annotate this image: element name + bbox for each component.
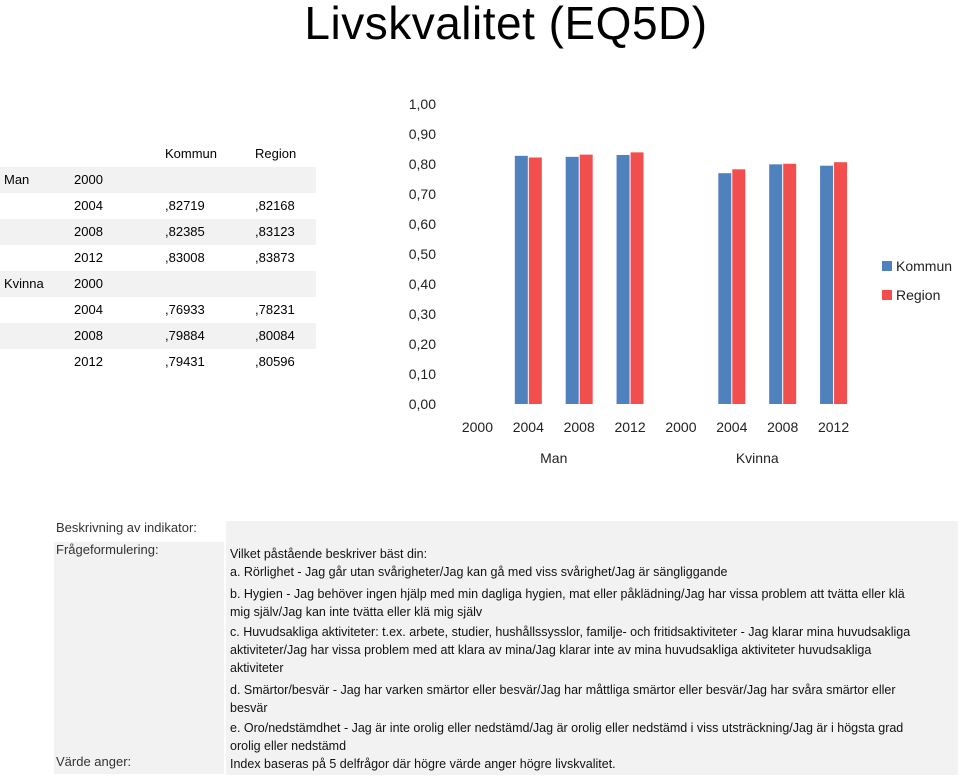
bar-region: [834, 162, 848, 404]
y-tick-label: 0,90: [409, 126, 436, 142]
table-row: 2008 ,79884 ,80084: [0, 323, 316, 349]
row-group: Kvinna: [4, 276, 44, 291]
description-line: d. Smärtor/besvär - Jag har varken smärt…: [230, 683, 896, 697]
description-line: b. Hygien - Jag behöver ingen hjälp med …: [230, 587, 905, 601]
varde-text: Index baseras på 5 delfrågor där högre v…: [230, 757, 616, 771]
label-varde: Värde anger:: [56, 754, 132, 769]
bar-region: [783, 163, 797, 404]
row-region: ,83123: [255, 224, 295, 239]
row-year: 2004: [74, 302, 103, 317]
table-row: Kvinna 2000: [0, 271, 316, 297]
bar-region: [630, 152, 644, 404]
row-year: 2004: [74, 198, 103, 213]
x-tick-label: 2004: [513, 419, 544, 435]
bar-kommun: [514, 155, 528, 404]
row-group: Man: [4, 172, 30, 187]
bar-kommun: [769, 164, 783, 404]
y-tick-label: 0,40: [409, 276, 436, 292]
description-text-box: Vilket påstående beskriver bäst din: a. R…: [226, 521, 958, 775]
x-tick-label: 2004: [716, 419, 747, 435]
row-year: 2000: [74, 276, 103, 291]
legend-label: Kommun: [896, 258, 952, 274]
x-group-label: Man: [540, 450, 567, 466]
row-kommun: ,79431: [165, 354, 205, 369]
bar-kommun: [565, 156, 579, 404]
description-line: aktiviteter/Jag har vissa problem med at…: [230, 643, 872, 657]
y-tick-label: 0,70: [409, 186, 436, 202]
y-tick-label: 0,80: [409, 156, 436, 172]
x-tick-label: 2012: [614, 419, 645, 435]
row-region: ,80596: [255, 354, 295, 369]
y-tick-label: 0,20: [409, 336, 436, 352]
y-tick-label: 0,00: [409, 396, 436, 412]
header-region: Region: [255, 146, 297, 161]
label-beskrivning: Beskrivning av indikator:: [56, 520, 197, 535]
row-kommun: ,82719: [165, 198, 205, 213]
description-line: mig själv/Jag kan inte tvätta eller klä …: [230, 605, 483, 619]
x-group-label: Kvinna: [736, 450, 779, 466]
table-row: 2004 ,76933 ,78231: [0, 297, 316, 323]
legend-swatch: [882, 290, 892, 300]
legend-swatch: [882, 261, 892, 271]
row-year: 2012: [74, 250, 103, 265]
bar-region: [528, 157, 542, 404]
table-row: 2008 ,82385 ,83123: [0, 219, 316, 245]
label-fraga: Frågeformulering:: [56, 542, 159, 557]
page-title: Livskvalitet (EQ5D): [304, 0, 708, 49]
row-kommun: ,76933: [165, 302, 205, 317]
bar-region: [579, 154, 593, 404]
table-row: 2004 ,82719 ,82168: [0, 193, 316, 219]
row-region: ,80084: [255, 328, 295, 343]
x-tick-label: 2008: [564, 419, 595, 435]
bar-kommun: [616, 154, 630, 404]
row-region: ,78231: [255, 302, 295, 317]
row-kommun: ,82385: [165, 224, 205, 239]
y-tick-label: 0,50: [409, 246, 436, 262]
description-line: a. Rörlighet - Jag går utan svårigheter/…: [230, 565, 728, 579]
y-tick-label: 0,10: [409, 366, 436, 382]
row-kommun: ,79884: [165, 328, 205, 343]
description-line: besvär: [230, 701, 268, 715]
data-table: Kommun Region Man 2000 2004,82719,82168 200…: [0, 141, 316, 375]
table-header-row: Kommun Region: [0, 141, 316, 167]
description-line: e. Oro/nedstämdhet - Jag är inte orolig …: [230, 721, 904, 735]
description-line: aktiviteter: [230, 661, 284, 675]
label-box: [54, 542, 224, 774]
row-year: 2012: [74, 354, 103, 369]
bar-kommun: [820, 165, 834, 404]
indicator-description: Beskrivning av indikator: Frågeformuleri…: [0, 518, 960, 777]
row-region: ,82168: [255, 198, 295, 213]
x-tick-label: 2008: [767, 419, 798, 435]
row-region: ,83873: [255, 250, 295, 265]
y-tick-label: 0,30: [409, 306, 436, 322]
bar-chart: 0,00 0,10 0,20 0,30 0,40 0,50 0,60 0,70 0,80 0,90…: [409, 96, 952, 466]
header-kommun: Kommun: [165, 146, 218, 161]
x-tick-label: 2000: [665, 419, 696, 435]
legend-label: Region: [896, 287, 940, 303]
table-row: 2012 ,79431 ,80596: [0, 349, 316, 375]
x-tick-label: 2000: [462, 419, 493, 435]
bar-region: [732, 169, 746, 404]
row-year: 2000: [74, 172, 103, 187]
description-line: c. Huvudsakliga aktiviteter: t.ex. arbet…: [230, 625, 911, 639]
row-kommun: ,83008: [165, 250, 205, 265]
table-row: 2012 ,83008 ,83873: [0, 245, 316, 271]
bar-kommun: [718, 173, 732, 404]
description-line: orolig eller nedstämd: [230, 739, 347, 753]
y-tick-label: 0,60: [409, 216, 436, 232]
table-row: Man 2000: [0, 167, 316, 193]
row-year: 2008: [74, 328, 103, 343]
x-tick-label: 2012: [818, 419, 849, 435]
row-year: 2008: [74, 224, 103, 239]
y-tick-label: 1,00: [409, 96, 436, 112]
description-line: Vilket påstående beskriver bäst din:: [230, 547, 428, 561]
